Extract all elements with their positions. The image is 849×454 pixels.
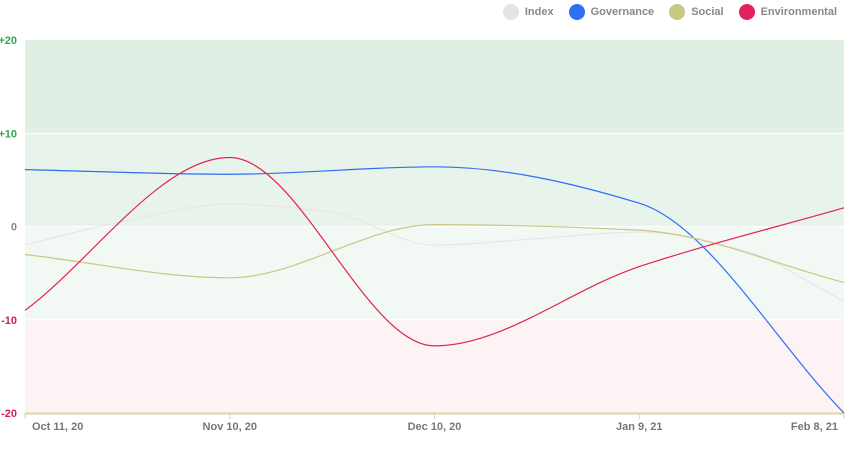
y-axis-ticks: +20 +10 0 -10 -20 — [0, 35, 17, 420]
series-line-social — [24, 224, 845, 284]
y-tick-label-2: 0 — [11, 222, 17, 234]
legend-label: Governance — [590, 6, 655, 18]
x-axis-ticks: Oct 11, 20 Nov 10, 20 Dec 10, 20 Jan 9, 21 F… — [24, 413, 845, 433]
legend-label: Social — [691, 6, 724, 18]
legend-marker-icon — [568, 4, 585, 20]
legend-label: Index — [524, 6, 554, 18]
chart-legend: Index Governance Social Environmental — [502, 4, 837, 20]
band-2 — [25, 226, 844, 320]
x-tick-label-3: Jan 9, 21 — [616, 421, 662, 433]
legend-item-index[interactable]: Index — [502, 4, 554, 20]
legend-item-environmental[interactable]: Environmental — [738, 4, 837, 20]
legend-marker-icon — [738, 4, 755, 20]
series-line-governance — [24, 166, 845, 414]
x-tick-label-4: Feb 8, 21 — [791, 421, 838, 433]
y-tick-label-0: +20 — [0, 35, 17, 47]
legend-label: Environmental — [760, 6, 837, 18]
y-tick-label-3: -10 — [1, 315, 17, 327]
series-line-environmental — [24, 156, 845, 347]
x-tick-label-0: Oct 11, 20 — [32, 421, 83, 433]
legend-marker-icon — [669, 4, 686, 20]
x-tick-label-1: Nov 10, 20 — [203, 421, 257, 433]
legend-item-governance[interactable]: Governance — [568, 4, 655, 20]
band-0 — [25, 40, 844, 134]
legend-item-social[interactable]: Social — [669, 4, 724, 20]
series-lines — [24, 156, 845, 414]
legend-marker-icon — [502, 4, 519, 20]
band-3 — [25, 319, 844, 413]
y-tick-label-1: +10 — [0, 128, 17, 140]
y-tick-label-4: -20 — [1, 408, 17, 420]
x-tick-label-2: Dec 10, 20 — [408, 421, 462, 433]
background-bands — [25, 40, 844, 413]
band-1 — [25, 133, 844, 227]
